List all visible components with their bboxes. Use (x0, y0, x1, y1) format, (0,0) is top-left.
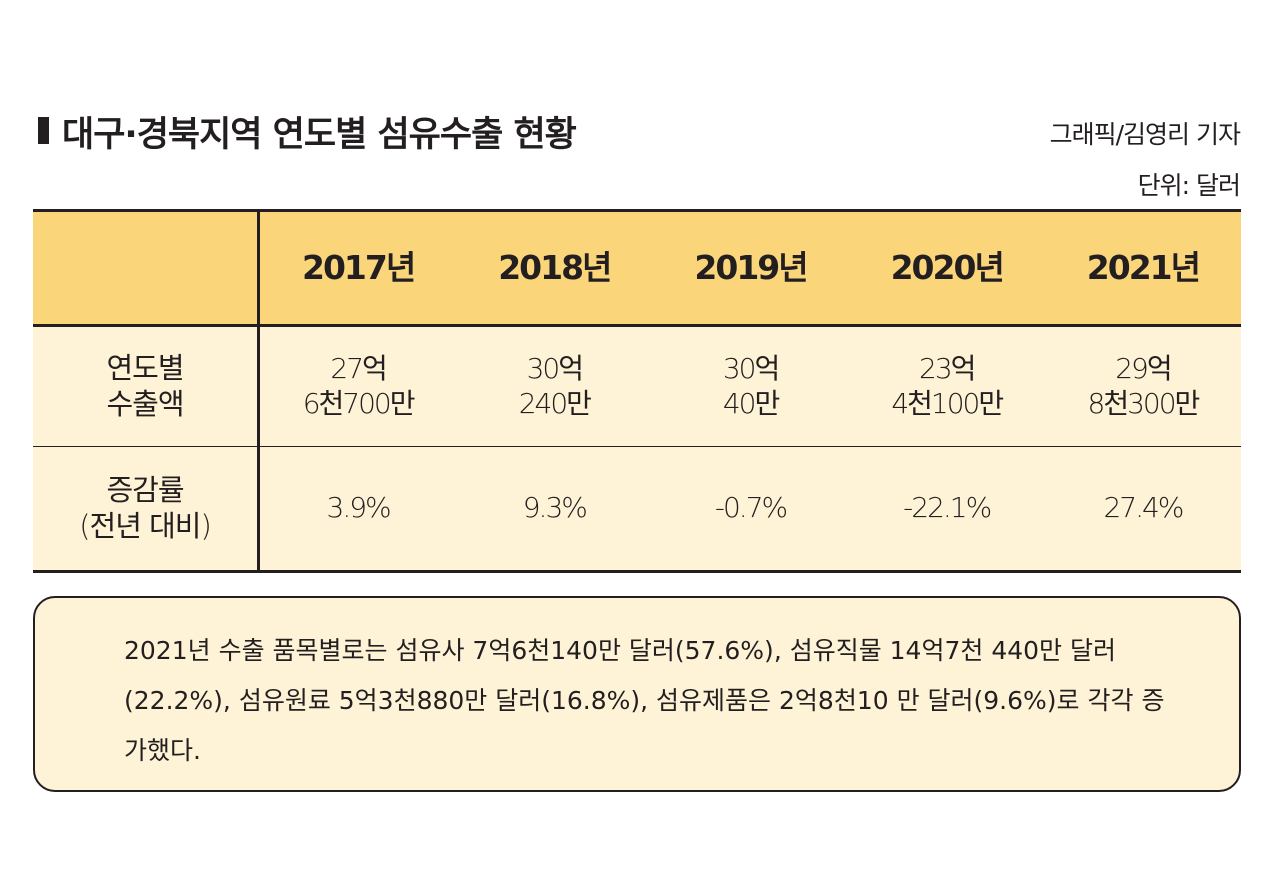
table-cell: 23억 4천100만 (891, 352, 1004, 420)
table-cell: 3.9% (326, 491, 392, 525)
note-box: 2021년 수출 품목별로는 섬유사 7억6천140만 달러(57.6%), 섬… (33, 596, 1241, 792)
unit-label: 단위: 달러 (1137, 171, 1241, 200)
header-cell-year: 2018년 (498, 247, 612, 287)
page-title: 대구·경북지역 연도별 섬유수출 현황 (62, 115, 577, 155)
header-cell-year: 2021년 (1086, 247, 1201, 287)
table-row-growth-rate: 증감률 (전년 대비) 3.9% 9.3% -0.7% -22.1% 27.4% (33, 447, 1241, 570)
table-row-export-amount: 연도별 수출액 27억 6천700만 30억 240만 30억 40만 23억 … (33, 327, 1241, 447)
table-cell: -0.7% (714, 491, 788, 525)
export-table: 2017년 2018년 2019년 2020년 2021년 연도별 수출액 27… (33, 209, 1241, 573)
header-cell-year: 2017년 (301, 247, 416, 287)
table-cell: 29억 8천300만 (1087, 352, 1201, 420)
table-cell: 27억 6천700만 (302, 352, 416, 420)
header-cell-empty (33, 212, 260, 324)
row-label: 증감률 (전년 대비) (33, 447, 260, 570)
note-text: 2021년 수출 품목별로는 섬유사 7억6천140만 달러(57.6%), 섬… (124, 636, 1165, 765)
table-cell: 27.4% (1103, 491, 1184, 525)
title-bullet-icon (38, 117, 49, 144)
table-cell: 30억 40만 (722, 352, 780, 420)
header-cell-year: 2019년 (694, 247, 808, 287)
graphic-credit: 그래픽/김영리 기자 (1049, 120, 1241, 149)
table-cell: 30억 240만 (518, 352, 592, 420)
row-label: 연도별 수출액 (33, 327, 260, 446)
table-cell: -22.1% (903, 491, 992, 525)
table-header-row: 2017년 2018년 2019년 2020년 2021년 (33, 212, 1241, 327)
table-cell: 9.3% (522, 491, 588, 525)
header-cell-year: 2020년 (890, 247, 1005, 287)
